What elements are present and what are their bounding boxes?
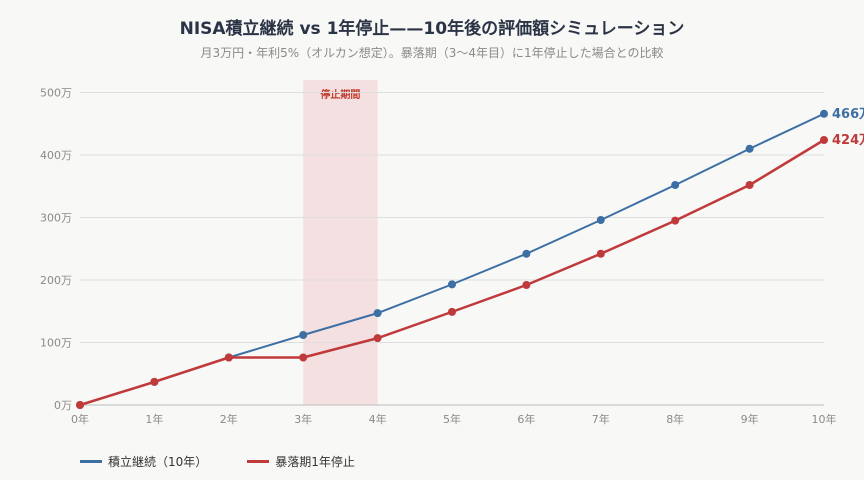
y-tick-label: 400万: [40, 149, 72, 162]
data-point: [596, 216, 605, 224]
shaded-region-label: 停止期間: [320, 88, 360, 101]
data-point: [448, 307, 456, 316]
legend: 積立継続（10年） 暴落期1年停止: [80, 453, 395, 470]
legend-label-pause: 暴落期1年停止: [275, 455, 355, 469]
chart-title: NISA積立継続 vs 1年停止——10年後の評価額シミュレーション: [179, 19, 685, 39]
y-tick-label: 300万: [40, 212, 72, 225]
series-line-1: [79, 138, 825, 407]
data-point: [448, 280, 456, 289]
x-tick-label: 3年: [294, 412, 312, 426]
x-tick-label: 1年: [145, 412, 163, 426]
data-point: [522, 249, 531, 258]
x-tick-label: 7年: [592, 412, 610, 426]
legend-swatch-pause: [247, 460, 270, 463]
data-point: [373, 309, 382, 318]
y-tick-label: 100万: [40, 337, 72, 350]
legend-item-pause: 暴落期1年停止: [247, 453, 355, 470]
end-value-label: 466万: [832, 107, 864, 122]
y-tick-label: 200万: [40, 274, 72, 287]
shaded-pause-region: [303, 80, 378, 405]
chart-subtitle: 月3万円・年利5%（オルカン想定）。暴落期（3〜4年目）に1年停止した場合との比…: [200, 46, 664, 60]
x-tick-label: 4年: [369, 412, 387, 426]
end-value-label: 424万: [832, 133, 864, 148]
x-tick-label: 6年: [517, 412, 535, 426]
series-line-0: [79, 112, 825, 406]
x-tick-label: 0年: [71, 412, 89, 426]
data-point: [150, 377, 159, 386]
legend-label-continue: 積立継続（10年）: [108, 455, 208, 469]
data-point: [820, 136, 828, 144]
y-tick-label: 500万: [40, 87, 72, 100]
data-point: [224, 353, 233, 362]
data-point: [745, 181, 754, 189]
data-point: [299, 331, 308, 339]
data-point: [76, 401, 84, 409]
data-point: [745, 144, 754, 153]
x-tick-label: 9年: [741, 412, 759, 426]
data-point: [596, 249, 605, 258]
data-point: [373, 334, 382, 343]
data-point: [671, 216, 680, 225]
data-point: [820, 109, 828, 118]
data-point: [299, 353, 308, 362]
x-tick-label: 8年: [666, 412, 684, 426]
legend-item-continue: 積立継続（10年）: [80, 453, 207, 470]
legend-swatch-continue: [80, 460, 102, 463]
x-tick-label: 5年: [443, 412, 461, 426]
x-tick-label: 2年: [220, 412, 238, 426]
x-tick-label: 10年: [812, 412, 837, 426]
y-tick-label: 0万: [54, 399, 72, 412]
data-point: [671, 181, 680, 189]
data-point: [522, 281, 531, 289]
